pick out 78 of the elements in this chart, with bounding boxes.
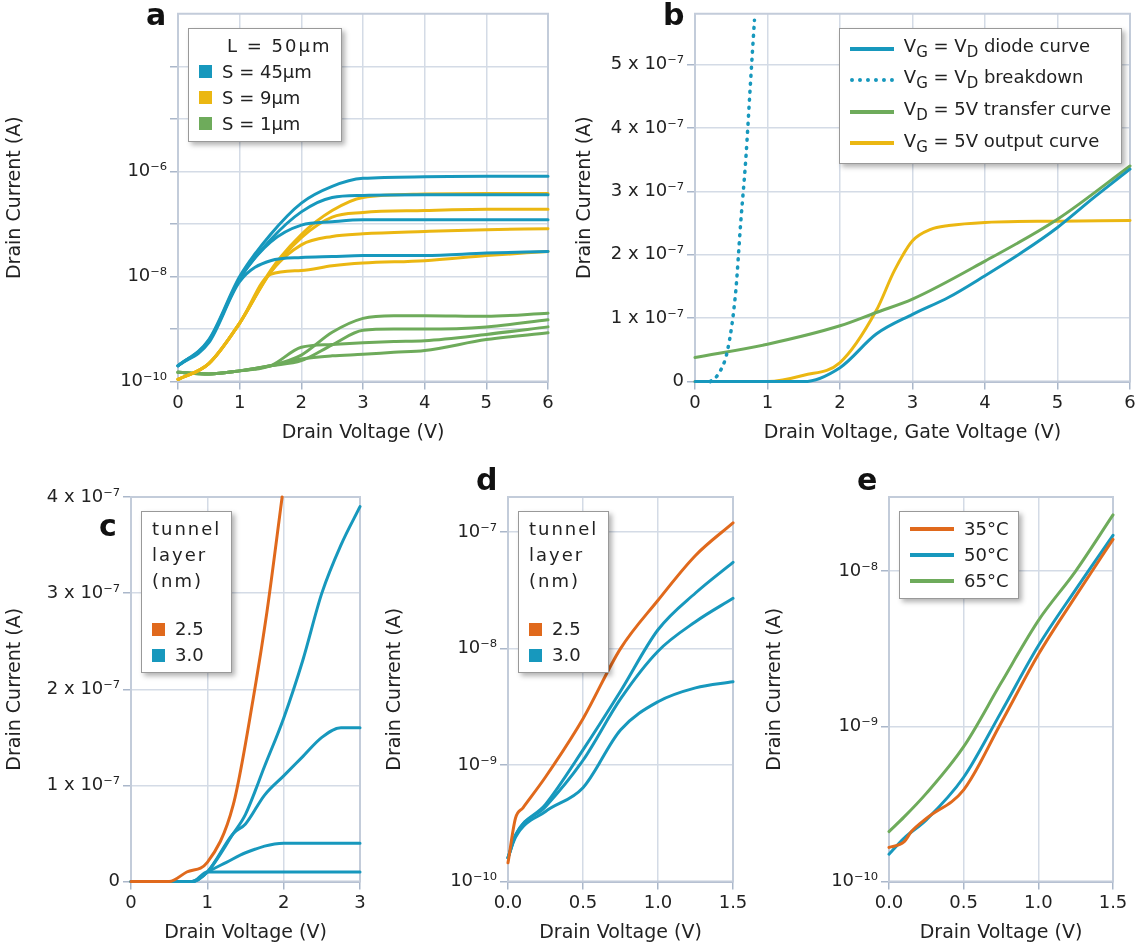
legend-title: tunnel layer (nm)	[152, 517, 222, 593]
chart-title: d	[476, 462, 498, 497]
y-tick-label: 10⁻¹⁰	[120, 369, 167, 391]
legend-label: S = 45µm	[222, 59, 312, 84]
x-tick-label: 2	[277, 891, 290, 913]
x-tick-label: 0	[172, 391, 184, 413]
legend-label: S = 9µm	[222, 85, 301, 110]
y-tick-label: 10⁻⁹	[457, 752, 497, 774]
x-tick-label: 6	[542, 391, 554, 413]
y-tick-label: 10⁻⁷	[457, 519, 497, 541]
x-tick-label: 6	[1124, 391, 1136, 413]
y-tick-label: 5 x 10⁻⁷	[610, 52, 684, 74]
x-tick-label: 0.0	[493, 891, 523, 913]
y-axis-title: Drain Current (A)	[2, 116, 25, 280]
y-tick-label: 10⁻⁹	[838, 714, 878, 736]
y-tick-label: 10⁻¹⁰	[831, 869, 878, 891]
x-tick-label: 0.5	[949, 891, 978, 913]
x-tick-label: 1	[201, 891, 214, 913]
legend-label: V$_{G}$ = V$_{D}$ breakdown	[903, 65, 1084, 94]
y-tick-label: 10⁻⁶	[127, 159, 167, 181]
legend-label: 2.5	[175, 617, 204, 641]
x-axis-title: Drain Voltage (V)	[164, 919, 327, 942]
x-axis-title: Drain Voltage, Gate Voltage (V)	[763, 419, 1062, 442]
y-tick-label: 1 x 10⁻⁷	[610, 305, 684, 327]
legend-label: 3.0	[175, 643, 204, 667]
legend-label: V$_{D}$ = 5V transfer curve	[903, 97, 1111, 126]
x-tick-label: 5	[480, 391, 493, 413]
y-tick-label: 10⁻⁸	[838, 558, 878, 580]
chart-title: a	[146, 0, 167, 32]
legend-label: 35°C	[964, 517, 1009, 541]
x-tick-label: 2	[834, 391, 846, 413]
y-tick-label: 4 x 10⁻⁷	[610, 115, 684, 137]
chart-title: b	[663, 0, 685, 32]
chart-title: e	[857, 462, 878, 497]
legend-label: 2.5	[552, 617, 581, 641]
y-axis-title: Drain Current (A)	[762, 607, 785, 771]
x-tick-label: 0.5	[568, 891, 598, 913]
x-tick-label: 0	[689, 391, 701, 413]
x-axis-title: Drain Voltage (V)	[919, 919, 1083, 942]
legend-label: 50°C	[964, 543, 1009, 567]
x-axis-title: Drain Voltage (V)	[539, 919, 702, 942]
x-tick-label: 1.0	[1024, 891, 1053, 913]
legend-title: L = 50µm	[226, 33, 332, 58]
x-tick-label: 0.0	[874, 891, 904, 913]
y-tick-label: 3 x 10⁻⁷	[610, 179, 684, 201]
y-tick-label: 10⁻¹⁰	[450, 869, 497, 891]
x-tick-label: 1.0	[643, 891, 673, 913]
legend-label: V$_{G}$ = 5V output curve	[903, 128, 1100, 158]
x-tick-label: 3	[906, 391, 919, 413]
chart-title: c	[99, 508, 117, 543]
x-tick-label: 4	[979, 391, 991, 413]
x-tick-label: 3	[357, 391, 369, 413]
y-tick-label: 10⁻⁸	[457, 636, 497, 658]
legend-label: 65°C	[964, 569, 1009, 593]
y-axis-title: Drain Current (A)	[572, 116, 595, 280]
x-tick-label: 2	[295, 391, 308, 413]
x-tick-label: 1	[761, 391, 774, 413]
legend-title: tunnel layer (nm)	[529, 517, 599, 593]
x-tick-label: 3	[354, 891, 366, 913]
x-tick-label: 1	[233, 391, 246, 413]
y-tick-label: 1 x 10⁻⁷	[46, 773, 120, 795]
x-tick-label: 1.5	[718, 891, 748, 913]
y-tick-label: 10⁻⁸	[127, 264, 167, 286]
legend-label: 3.0	[552, 643, 581, 667]
y-axis-title: Drain Current (A)	[382, 607, 405, 771]
legend-label: V$_{G}$ = V$_{D}$ diode curve	[903, 33, 1091, 63]
x-axis-title: Drain Voltage (V)	[281, 419, 445, 442]
x-tick-label: 4	[418, 391, 431, 413]
x-tick-label: 5	[1051, 391, 1064, 413]
y-tick-label: 3 x 10⁻⁷	[46, 580, 120, 602]
y-tick-label: 0	[672, 369, 684, 391]
y-axis-title: Drain Current (A)	[2, 607, 25, 771]
y-tick-label: 2 x 10⁻⁷	[46, 676, 120, 698]
legend-label: S = 1µm	[222, 111, 301, 136]
y-tick-label: 4 x 10⁻⁷	[46, 484, 120, 506]
y-tick-label: 2 x 10⁻⁷	[610, 242, 684, 264]
y-tick-label: 0	[108, 869, 120, 891]
x-tick-label: 1.5	[1098, 891, 1128, 913]
